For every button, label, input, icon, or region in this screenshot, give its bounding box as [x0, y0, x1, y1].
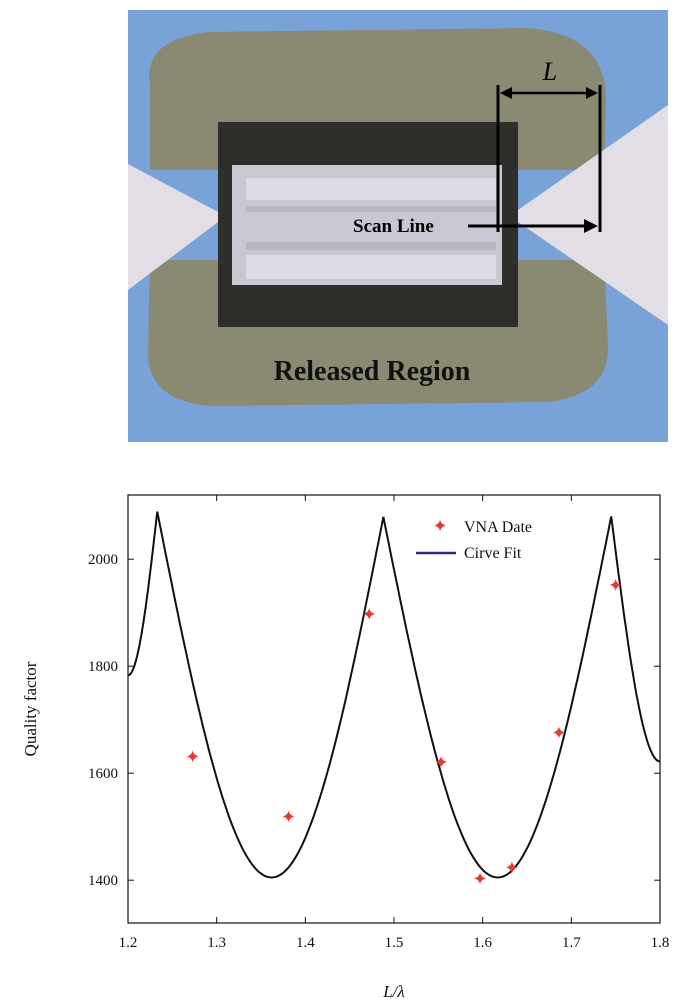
x-tick-label: 1.8: [651, 935, 670, 951]
vna-data-point: ✦: [281, 807, 296, 827]
legend-label-fit: Cirve Fit: [464, 545, 522, 562]
y-axis-title: Quality factor: [21, 661, 40, 756]
y-tick-label: 2000: [88, 552, 118, 568]
legend: ✦ VNA Date Cirve Fit: [416, 516, 532, 562]
x-tick-label: 1.2: [119, 935, 138, 951]
x-tick-label: 1.6: [473, 935, 492, 951]
fit-curve: [127, 511, 661, 879]
vna-data-point: ✦: [608, 575, 623, 595]
x-tick-label: 1.4: [296, 935, 315, 951]
y-tick-label: 1800: [88, 659, 118, 675]
length-label: L: [542, 57, 557, 86]
x-axis-title: L/λ: [382, 982, 405, 1001]
beam-bottom: [246, 255, 496, 279]
beam-lower: [246, 242, 496, 250]
contact-right: [518, 105, 668, 325]
x-tick-label: 1.5: [385, 935, 404, 951]
scan-line-label: Scan Line: [353, 216, 434, 237]
vna-data-point: ✦: [433, 753, 448, 773]
y-tick-label: 1400: [88, 873, 118, 889]
length-arrow-head-left: [500, 87, 512, 99]
length-arrow-head-right: [586, 87, 598, 99]
vna-data-point: ✦: [472, 869, 487, 889]
released-region-label: Released Region: [274, 356, 471, 387]
vna-data-point: ✦: [551, 723, 566, 743]
micrograph: L Scan Line Released Region: [128, 10, 668, 442]
y-tick-label: 1600: [88, 766, 118, 782]
series-layer: ✦ ✦ ✦ ✦ ✦ ✦ ✦ ✦: [127, 511, 661, 889]
beam-middle: [246, 206, 496, 212]
x-tick-label: 1.7: [562, 935, 581, 951]
legend-marker-vna: ✦: [432, 516, 447, 536]
tick-layer: 1.2 1.3 1.4 1.5 1.6 1.7 1.8 1400 1600 1800 2000: [88, 495, 669, 951]
vna-data-point: ✦: [362, 604, 377, 624]
vna-data-point: ✦: [185, 747, 200, 767]
contact-left: [128, 164, 218, 290]
beam-top: [246, 178, 496, 200]
vna-data-point: ✦: [504, 858, 519, 878]
legend-label-vna: VNA Date: [464, 519, 532, 536]
scan-line-arrow-head: [584, 219, 598, 233]
plot-frame: [127, 494, 661, 924]
x-tick-label: 1.3: [207, 935, 226, 951]
